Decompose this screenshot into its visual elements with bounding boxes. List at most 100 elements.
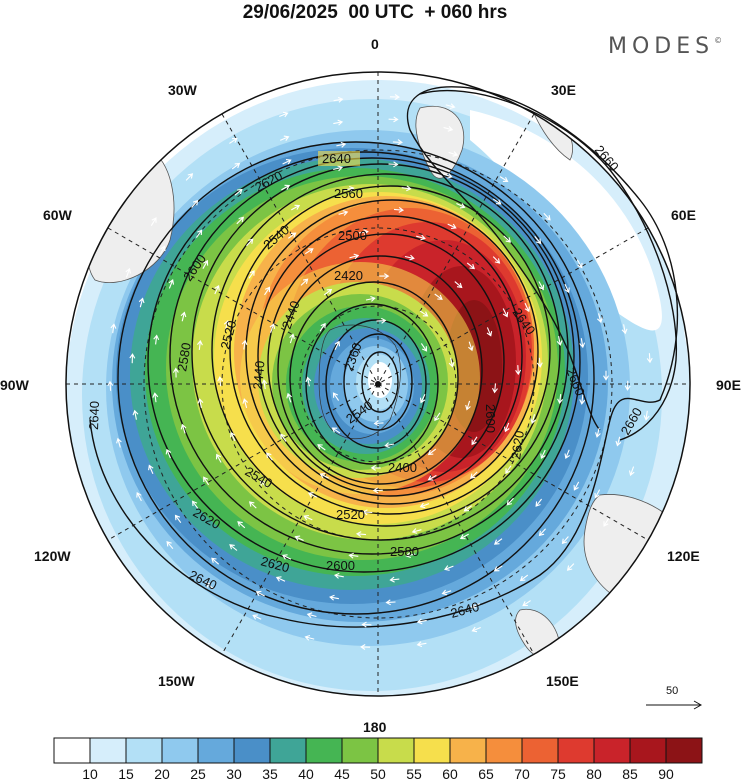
- wind-arrow: [349, 253, 360, 260]
- wind-arrow: [333, 119, 344, 126]
- wind-arrow: [152, 392, 159, 403]
- wind-arrow: [329, 594, 339, 601]
- wind-arrow: [502, 308, 509, 318]
- wind-arrow: [379, 273, 390, 280]
- colorbar-swatch: [449, 737, 487, 764]
- wind-arrow: [246, 238, 254, 247]
- wind-arrow: [261, 379, 268, 390]
- wind-arrow: [535, 498, 543, 507]
- wind-arrow: [280, 433, 287, 442]
- wind-arrow: [448, 357, 455, 368]
- wind-arrow: [304, 634, 315, 641]
- colorbar-tick-label: 25: [190, 766, 206, 782]
- wind-arrow: [579, 338, 586, 349]
- lon-label: 0: [371, 36, 379, 52]
- wind-arrow: [434, 293, 443, 300]
- wind-arrow: [561, 536, 569, 545]
- wind-arrow: [264, 286, 271, 296]
- wind-arrow: [638, 296, 644, 307]
- height-contours: [89, 86, 679, 628]
- wind-arrow: [492, 198, 502, 205]
- wind-arrow: [543, 212, 551, 221]
- wind-arrow: [389, 576, 400, 583]
- contour-label: 2520: [217, 319, 239, 351]
- wind-arrow: [597, 313, 603, 324]
- wind-arrow: [492, 383, 498, 394]
- wind-arrow: [304, 248, 314, 255]
- wind-arrow: [466, 262, 475, 270]
- wind-arrow: [454, 281, 463, 289]
- wind-arrow: [195, 229, 203, 238]
- wind-arrow: [524, 302, 530, 313]
- wind-arrow: [503, 235, 512, 243]
- wind-arrow: [259, 480, 268, 488]
- wind-arrow: [107, 380, 114, 391]
- svg-text:2640: 2640: [322, 151, 351, 166]
- svg-text:2420: 2420: [334, 268, 363, 283]
- wind-arrow: [223, 320, 230, 330]
- colorbar-tick-label: 35: [262, 766, 278, 782]
- colorbar-tick-label: 60: [442, 766, 458, 782]
- svg-text:2620: 2620: [259, 553, 291, 575]
- wind-arrow: [388, 116, 399, 123]
- wind-arrow: [448, 151, 459, 157]
- wind-arrow: [287, 232, 297, 239]
- contour-label: 2600: [483, 404, 498, 433]
- wind-arrow: [557, 394, 564, 405]
- lon-label: 150W: [158, 673, 195, 689]
- wind-arrow: [279, 135, 290, 142]
- wind-arrow: [333, 96, 344, 103]
- wind-arrow: [217, 376, 224, 387]
- wind-arrow: [393, 206, 405, 213]
- svg-text:2620: 2620: [508, 430, 527, 461]
- wind-arrow: [138, 297, 145, 308]
- wind-arrow: [536, 357, 543, 368]
- wind-arrow: [624, 380, 631, 391]
- wind-arrow: [153, 334, 160, 345]
- wind-arrow: [416, 641, 427, 648]
- wind-arrow: [578, 220, 586, 230]
- wind-arrow: [456, 203, 466, 209]
- wind-arrow: [556, 335, 563, 346]
- reference-vector: 50: [646, 685, 703, 710]
- wind-arrow: [444, 565, 454, 571]
- contour-label: 2420: [334, 268, 363, 283]
- wind-arrow: [248, 501, 257, 509]
- wind-arrow: [230, 431, 236, 442]
- map-title: 29/06/2025 00 UTC + 060 hrs: [242, 2, 508, 23]
- colorbar-swatch: [629, 737, 667, 764]
- wind-arrow: [116, 437, 122, 448]
- wind-arrow: [331, 427, 341, 434]
- contour-label: 2400: [388, 460, 417, 475]
- wind-arrow: [266, 452, 273, 461]
- contour-label: 2500: [338, 228, 367, 243]
- lon-label: 150E: [546, 673, 579, 689]
- wind-arrow: [594, 489, 601, 499]
- wind-arrow: [148, 464, 154, 475]
- copyright-mark: ©: [714, 36, 723, 45]
- lon-label: 90E: [716, 377, 741, 393]
- wind-arrow: [411, 528, 422, 534]
- wind-arrow: [540, 179, 549, 187]
- wind-arrow: [319, 322, 326, 332]
- wind-arrow: [159, 245, 166, 255]
- reference-vector-label: 50: [666, 685, 678, 697]
- colorbar-swatch: [233, 737, 271, 764]
- wind-arrow: [319, 473, 329, 479]
- colorbar-tick-label: 15: [118, 766, 134, 782]
- wind-arrow: [234, 188, 243, 196]
- wind-arrow: [384, 442, 395, 449]
- wind-arrow: [333, 165, 344, 172]
- wind-arrow: [499, 176, 509, 182]
- wind-arrow: [362, 509, 373, 516]
- colorbar-tick-label: 40: [298, 766, 314, 782]
- colorbar-tick-label: 30: [226, 766, 242, 782]
- svg-text:2580: 2580: [390, 544, 419, 559]
- wind-arrow: [125, 267, 132, 278]
- wind-arrow: [300, 278, 309, 286]
- colorbar-swatch: [53, 737, 91, 764]
- wind-arrow: [493, 538, 503, 545]
- wind-arrow: [281, 184, 291, 191]
- contour-label: 2640: [318, 151, 360, 166]
- wind-arrow: [401, 185, 412, 192]
